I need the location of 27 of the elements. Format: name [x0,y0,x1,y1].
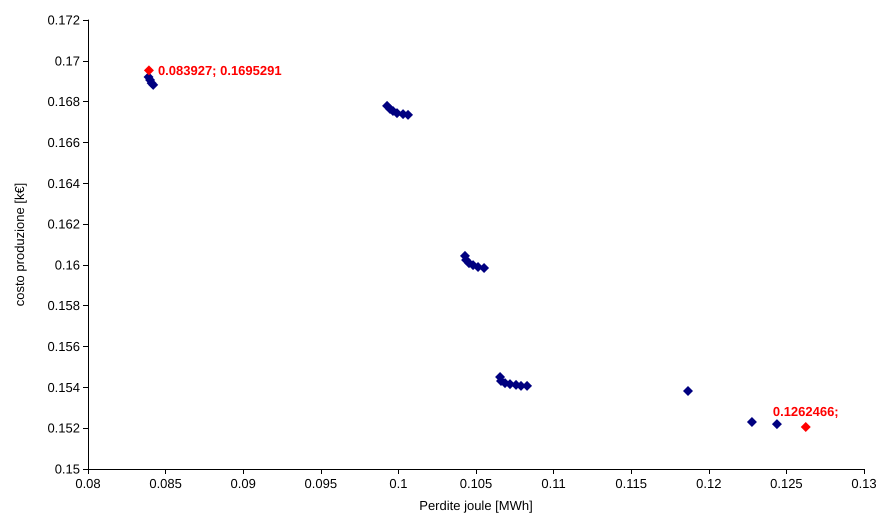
y-tick-label: 0.168 [47,94,80,110]
x-tick-label: 0.085 [149,476,182,491]
x-tick-label: 0.09 [230,476,256,491]
x-tick-label: 0.125 [770,476,803,491]
y-tick-label: 0.15 [54,462,80,476]
y-tick-label: 0.152 [47,420,80,436]
y-tick-label: 0.154 [47,380,80,395]
annotation: 0.083927; 0.1695291 [158,62,282,78]
y-tick-label: 0.164 [47,176,80,191]
x-tick-label: 0.08 [75,476,101,491]
annotation: 0.1262466; [772,404,839,419]
y-axis-title: costo produzione [k€] [12,182,27,306]
x-tick-label: 0.13 [851,476,877,491]
x-tick-label: 0.11 [541,476,566,491]
y-tick-label: 0.158 [47,298,80,314]
y-tick-label: 0.16 [54,257,80,272]
x-tick-label: 0.095 [304,476,338,491]
y-tick-label: 0.17 [54,53,80,68]
y-tick-label: 0.172 [47,12,80,28]
y-tick-label: 0.166 [47,134,80,150]
x-tick-label: 0.1 [389,476,408,491]
y-tick-label: 0.162 [47,216,80,232]
x-tick-label: 0.105 [460,476,492,491]
x-tick-label: 0.12 [696,476,722,491]
x-axis-title: Perdite joule [MWh] [419,498,533,513]
x-tick-label: 0.115 [615,476,647,491]
y-tick-label: 0.156 [47,339,80,354]
